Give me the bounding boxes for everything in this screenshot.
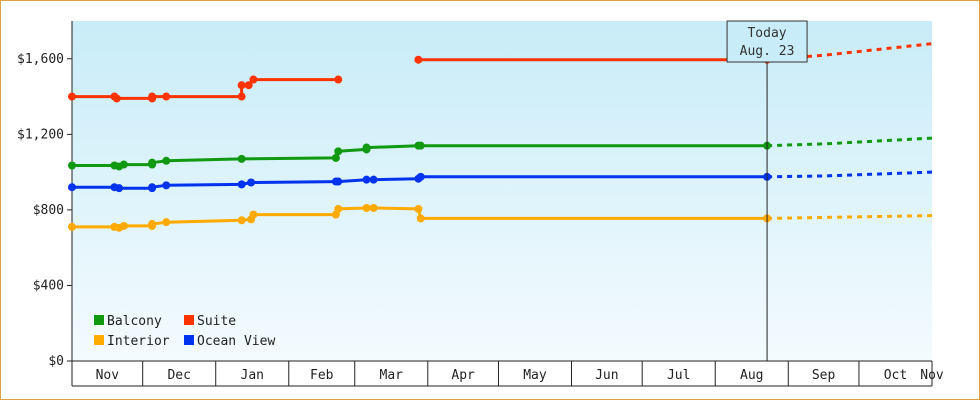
data-point-balcony: [162, 156, 171, 165]
x-tick-label: Jul: [667, 368, 690, 383]
data-point-suite: [162, 92, 171, 101]
data-point-interior: [416, 214, 425, 223]
x-tick-label: Nov: [920, 368, 944, 383]
data-point-ocean-view: [148, 183, 157, 192]
data-point-suite: [68, 92, 76, 101]
x-tick-label: Jan: [241, 368, 264, 383]
y-tick-label: $1,600: [17, 52, 64, 67]
axes: $0 $400 $800 $1,200 $1,600 Nov Dec Jan Feb Mar Apr…: [17, 21, 944, 387]
x-tick-label: Oct: [884, 368, 907, 383]
y-tick-label: $1,200: [17, 127, 64, 142]
x-tick-label: Dec: [167, 368, 190, 383]
data-point-interior: [334, 204, 343, 213]
data-point-balcony: [237, 154, 246, 163]
data-point-suite: [334, 75, 343, 84]
x-tick-label: Aug: [740, 368, 763, 383]
data-point-balcony: [148, 158, 157, 167]
x-tick-label: Feb: [310, 368, 334, 383]
y-tick-label: $800: [33, 203, 64, 218]
series-layer: [68, 42, 933, 232]
legend-swatch: [184, 335, 194, 345]
y-tick-label: $0: [48, 354, 64, 369]
today-marker: Today Aug. 23: [726, 20, 808, 361]
data-point-interior: [148, 220, 157, 229]
legend-swatch: [94, 335, 104, 345]
data-point-ocean-view: [334, 177, 343, 186]
data-point-ocean-view: [237, 180, 246, 189]
data-point-balcony: [68, 161, 76, 170]
legend-label: Interior: [107, 334, 170, 349]
data-point-interior: [414, 204, 423, 213]
data-point-ocean-view: [369, 175, 378, 184]
legend-label: Balcony: [107, 314, 162, 329]
x-tick-label: Apr: [451, 368, 475, 383]
data-point-ocean-view: [115, 184, 124, 193]
data-point-suite: [414, 55, 423, 64]
data-point-balcony: [416, 141, 425, 150]
today-box: [726, 20, 808, 63]
data-point-suite: [148, 92, 157, 101]
y-tick-label: $400: [33, 278, 64, 293]
plot-background: [72, 21, 932, 361]
x-tick-label: Nov: [96, 368, 120, 383]
data-point-interior: [119, 221, 128, 230]
legend: Balcony Suite Interior Ocean View: [94, 314, 275, 349]
x-tick-label: Jun: [595, 368, 618, 383]
data-point-ocean-view: [162, 181, 171, 190]
data-point-suite: [244, 81, 253, 90]
today-label: Today: [747, 26, 786, 41]
legend-label: Suite: [197, 314, 236, 329]
data-point-interior: [68, 222, 76, 231]
data-point-ocean-view: [68, 183, 76, 192]
legend-swatch: [184, 315, 194, 325]
data-point-suite: [237, 92, 246, 101]
data-point-interior: [249, 210, 258, 219]
data-point-balcony: [334, 147, 343, 156]
data-point-balcony: [362, 143, 371, 152]
data-point-suite: [249, 75, 258, 84]
x-tick-label: Sep: [812, 368, 836, 383]
legend-label: Ocean View: [197, 334, 275, 349]
today-date: Aug. 23: [740, 44, 795, 59]
data-point-ocean-view: [416, 172, 425, 181]
data-point-interior: [237, 216, 246, 225]
legend-swatch: [94, 315, 104, 325]
data-point-suite: [112, 94, 121, 103]
series-forecast-suite: [766, 42, 933, 62]
x-tick-label: Mar: [380, 368, 404, 383]
data-point-interior: [362, 204, 371, 212]
data-point-balcony: [331, 153, 340, 162]
data-point-interior: [162, 218, 171, 227]
data-point-interior: [369, 204, 378, 212]
data-point-ocean-view: [247, 178, 256, 187]
data-point-ocean-view: [362, 175, 371, 184]
data-point-suite: [237, 81, 246, 90]
data-point-balcony: [119, 160, 128, 169]
x-tick-label: May: [523, 368, 547, 383]
